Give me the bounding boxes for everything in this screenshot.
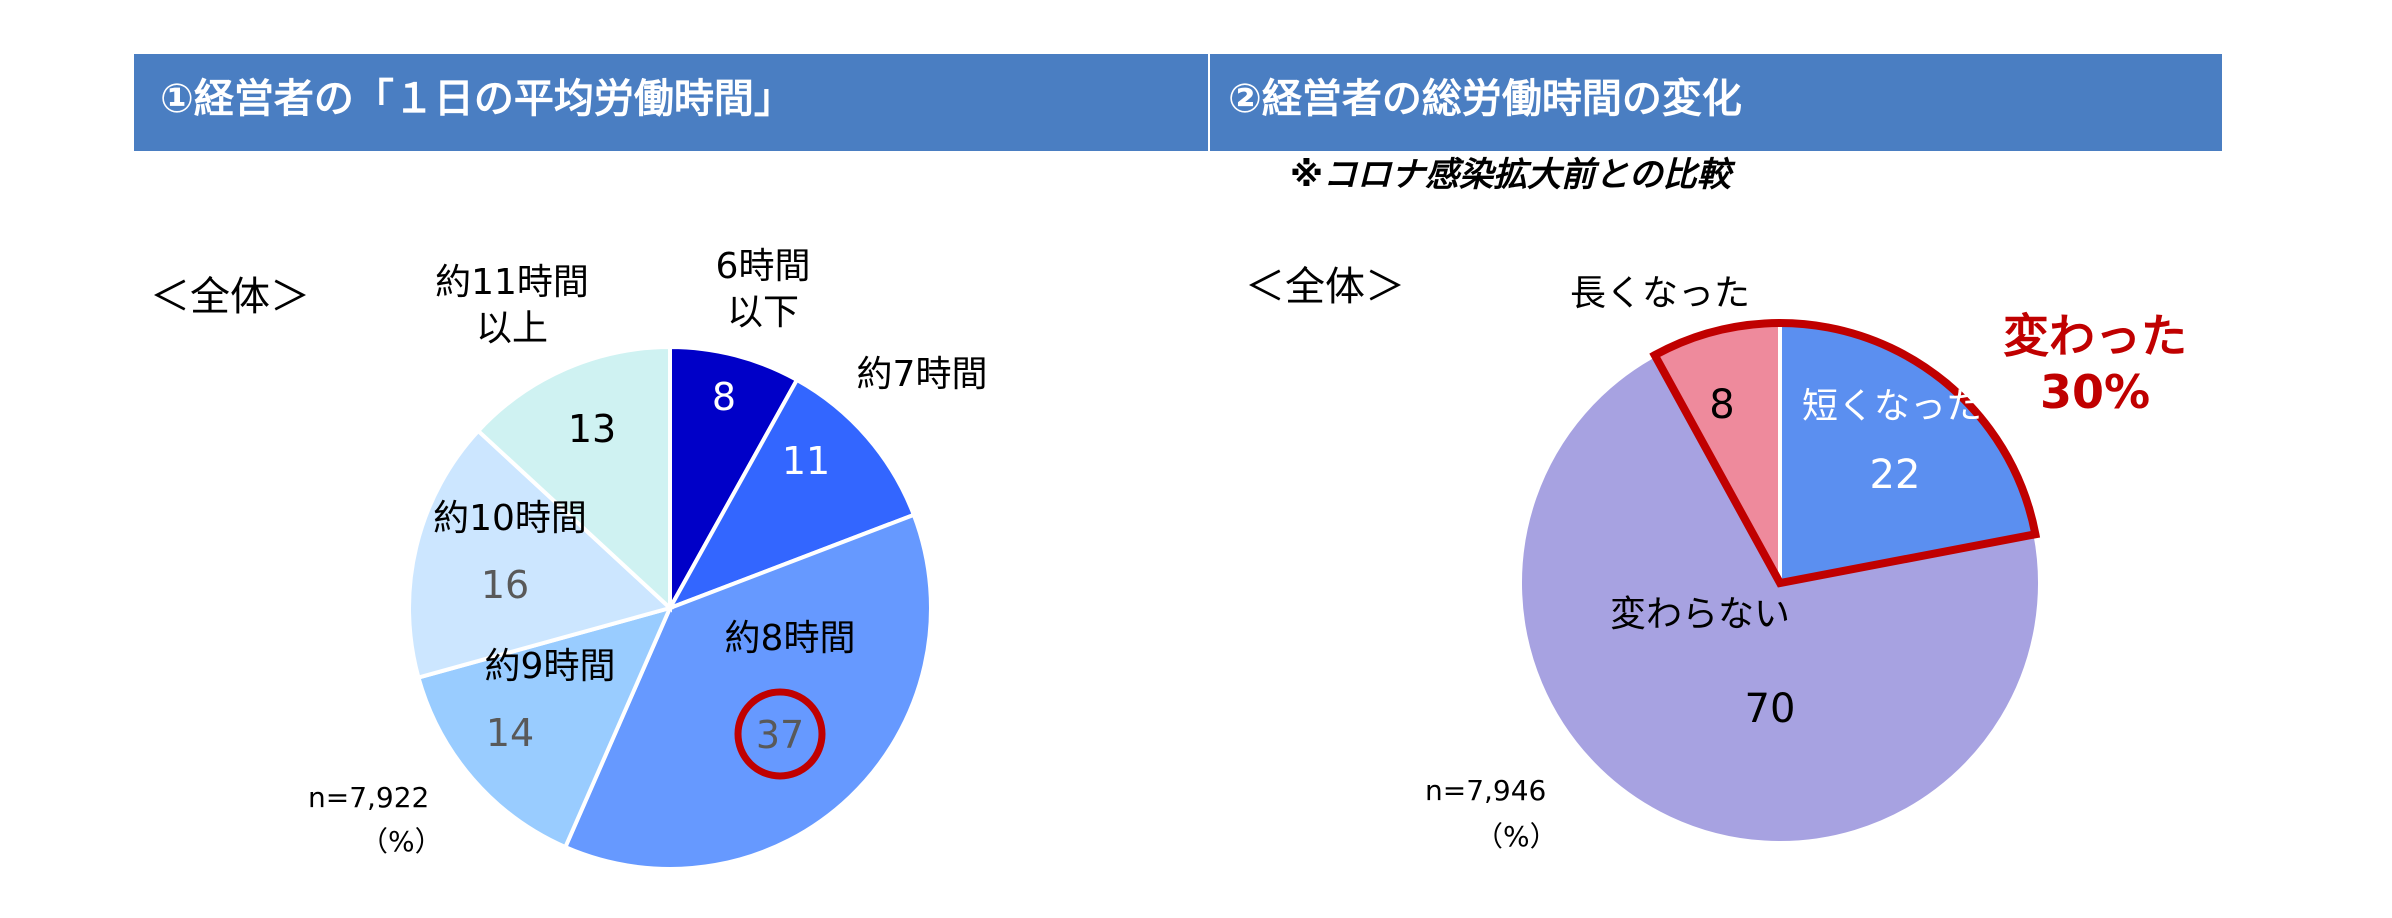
panel2-header-banner (1210, 54, 2222, 151)
chart2-slice-3-category-label: 長くなった (1570, 273, 1750, 314)
chart1-slice-4-wedge (415, 604, 674, 850)
chart2-unit: （%） (1475, 820, 1558, 853)
chart1-slice-1-wedge (668, 344, 800, 616)
chart1-slice-6-category-label: 約11時間以上 (435, 262, 589, 349)
chart1-slice-3-wedge (562, 512, 933, 871)
panel2-subheading: ※コロナ感染拡大前との比較 (1290, 155, 1736, 195)
chart1-highlight-circle (734, 688, 826, 780)
chart1-slice-6-wedge (475, 344, 672, 613)
chart1-slice-3-value-label: 37 (756, 713, 804, 757)
chart1-slice-6-value-label: 13 (568, 407, 616, 451)
chart1-slice-5-wedge (407, 428, 674, 681)
chart1-slice-4-value-label: 14 (486, 711, 534, 755)
chart2-changed-outline (1649, 319, 2041, 588)
chart2-slice-1-category-label: 短くなった (1802, 386, 1982, 427)
chart1-slice-2-value-label: 11 (782, 439, 830, 483)
chart1-slice-3-category-label: 約8時間 (725, 618, 856, 659)
chart1-slice-2-wedge (665, 377, 917, 612)
chart1-unit: （%） (360, 825, 443, 858)
chart2-slice-2-category-label: 変わらない (1610, 594, 1790, 635)
chart2-group-label: ＜全体＞ (1245, 264, 1405, 310)
panel1-heading: ①経営者の「１日の平均労働時間」 (160, 76, 794, 122)
chart2-slice-3-value-label: 8 (1709, 382, 1734, 428)
chart2-slice-2-wedge (1518, 352, 2042, 845)
panel2-heading: ②経営者の総労働時間の変化 (1228, 76, 1742, 122)
chart1-slice-5-value-label: 16 (481, 563, 529, 607)
chart1-group-label: ＜全体＞ (150, 274, 310, 320)
chart1-sample-size: n=7,922 (308, 781, 429, 814)
panel1-header-banner (134, 54, 1208, 151)
chart1-slice-2-category-label: 約7時間 (857, 354, 988, 395)
chart2-sample-size: n=7,946 (1425, 774, 1546, 807)
chart1-slice-5-category-label: 約10時間 (433, 498, 587, 539)
chart1-slice-4-category-label: 約9時間 (485, 646, 616, 687)
chart1-slice-1-value-label: 8 (712, 375, 736, 419)
chart2-callout-line-2: 30% (2040, 365, 2150, 419)
chart1-slice-1-category-label: 6時間以下 (716, 246, 811, 333)
chart2-callout-line-1: 変わった (2003, 309, 2187, 363)
chart2-slice-2-value-label: 70 (1745, 686, 1796, 732)
chart2-slice-1-value-label: 22 (1870, 452, 1921, 498)
